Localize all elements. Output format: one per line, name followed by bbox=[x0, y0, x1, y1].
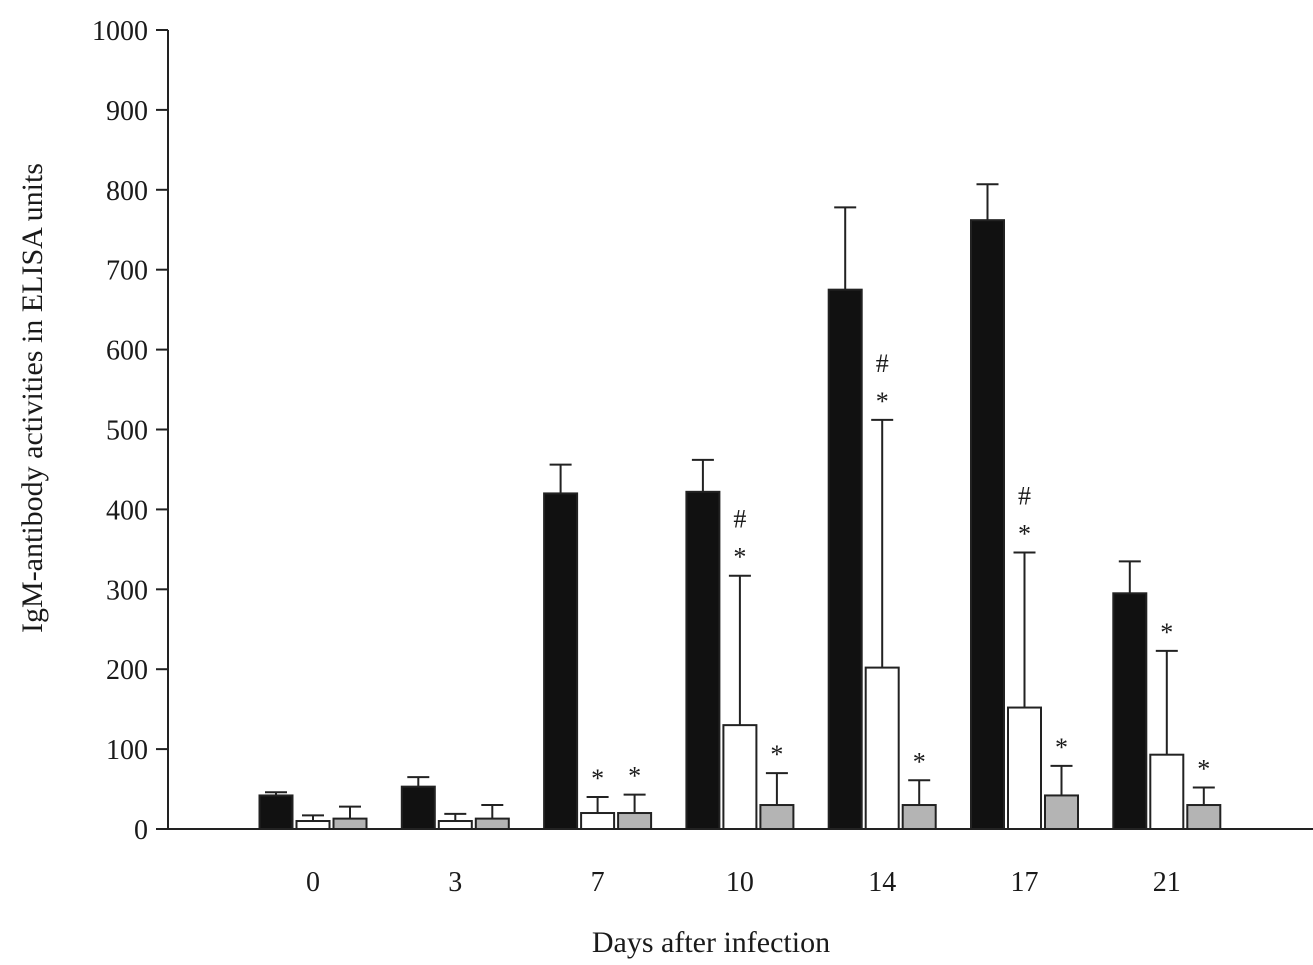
y-axis: 0 100 200 300 400 500 600 700 800 900 1000 bbox=[92, 16, 169, 846]
y-tick-label-600: 600 bbox=[106, 336, 148, 367]
y-tick-label-800: 800 bbox=[106, 176, 148, 207]
bar-s1-day-21 bbox=[1112, 592, 1148, 830]
y-tick-label-300: 300 bbox=[106, 575, 148, 606]
x-axis: 0 3 7 10 14 17 21 bbox=[168, 828, 1313, 898]
significance-mark-s2-day-7-1: * bbox=[591, 764, 604, 793]
bar-s3-day-0 bbox=[332, 817, 368, 830]
significance-mark-s3-day-21-1: * bbox=[1197, 754, 1210, 783]
significance-mark-s2-day-17-1: * bbox=[1018, 520, 1031, 549]
bar-s2-day-17 bbox=[1007, 706, 1042, 830]
y-tick-label-100: 100 bbox=[106, 735, 148, 766]
significance-mark-s2-day-14-2: # bbox=[876, 349, 889, 378]
x-tick-label-7: 7 bbox=[591, 867, 605, 898]
y-tick-label-500: 500 bbox=[106, 416, 148, 447]
y-tick-label-900: 900 bbox=[106, 96, 148, 127]
bar-s1-day-17 bbox=[970, 219, 1005, 831]
x-tick-label-10: 10 bbox=[726, 867, 754, 898]
bar-s2-day-14 bbox=[864, 666, 900, 830]
significance-mark-s3-day-14-1: * bbox=[913, 747, 926, 776]
bar-s3-day-17 bbox=[1044, 794, 1079, 831]
error-bar-group bbox=[265, 183, 1215, 822]
bar-s3-day-10 bbox=[759, 804, 795, 831]
x-tick-label-0: 0 bbox=[306, 867, 320, 898]
y-tick-label-700: 700 bbox=[106, 256, 148, 287]
significance-mark-s2-day-17-2: # bbox=[1018, 482, 1031, 511]
significance-mark-s2-day-14-1: * bbox=[876, 387, 889, 416]
bar-s2-day-0 bbox=[295, 820, 331, 831]
bar-s2-day-21 bbox=[1149, 753, 1185, 830]
significance-mark-s3-day-10-1: * bbox=[770, 740, 783, 769]
significance-mark-s3-day-17-1: * bbox=[1055, 733, 1068, 762]
y-tick-label-400: 400 bbox=[106, 495, 148, 526]
significance-mark-s3-day-7-1: * bbox=[628, 762, 641, 791]
bar-s1-day-0 bbox=[258, 794, 294, 831]
x-tick-label-21: 21 bbox=[1153, 867, 1181, 898]
bar-s1-day-7 bbox=[543, 492, 579, 830]
x-tick-label-14: 14 bbox=[868, 867, 896, 898]
significance-mark-s2-day-10-2: # bbox=[733, 505, 746, 534]
bar-s3-day-21 bbox=[1186, 804, 1222, 831]
x-tick-label-17: 17 bbox=[1011, 867, 1039, 898]
significance-marks-group: * * * # * * # * * # * * * bbox=[591, 349, 1210, 793]
bar-s1-day-14 bbox=[827, 288, 863, 830]
y-axis-title: IgM-antibody activities in ELISA units bbox=[16, 163, 49, 633]
bar-s3-day-14 bbox=[901, 804, 937, 831]
bar-s1-day-3 bbox=[400, 785, 436, 831]
y-tick-label-200: 200 bbox=[106, 655, 148, 686]
bar-s1-day-10 bbox=[685, 490, 721, 830]
x-axis-title: Days after infection bbox=[592, 926, 830, 959]
bar-s2-day-10 bbox=[722, 724, 758, 831]
x-tick-label-3: 3 bbox=[448, 867, 462, 898]
bar-s2-day-7 bbox=[580, 812, 616, 831]
bar-s2-day-3 bbox=[437, 820, 473, 831]
significance-mark-s2-day-10-1: * bbox=[733, 543, 746, 572]
y-tick-label-1000: 1000 bbox=[92, 16, 148, 47]
bar-series-group bbox=[258, 219, 1222, 831]
significance-mark-s2-day-21-1: * bbox=[1160, 618, 1173, 647]
y-tick-label-0: 0 bbox=[134, 815, 148, 846]
bar-s3-day-7 bbox=[617, 812, 653, 831]
bar-s3-day-3 bbox=[474, 817, 510, 830]
